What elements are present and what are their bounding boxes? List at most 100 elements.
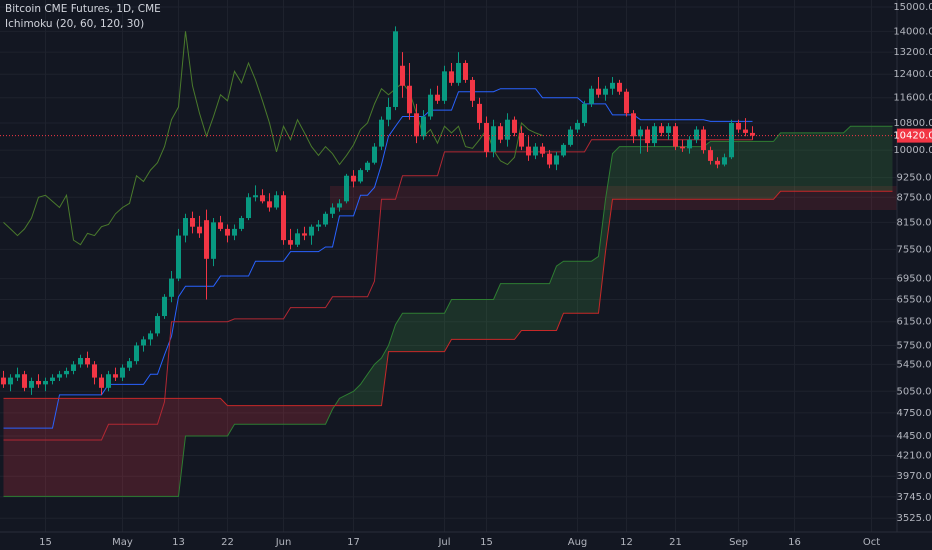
indicator-line (3, 125, 893, 497)
y-tick-label: 5750.0 (897, 340, 932, 351)
candle-body (456, 62, 461, 83)
cloud-fill (339, 126, 893, 406)
candle-body (540, 146, 545, 154)
candle-body (358, 170, 363, 182)
candle-body (106, 374, 111, 388)
x-tick-label: 17 (347, 537, 360, 548)
candle-body (337, 203, 342, 208)
y-tick-label: 3745.0 (897, 492, 932, 503)
candle-body (407, 85, 412, 114)
candle-body (596, 88, 601, 95)
grid-layer (0, 0, 896, 532)
y-tick-label: 7550.0 (897, 244, 932, 255)
y-tick-label: 4210.0 (897, 451, 932, 462)
candle-body (169, 278, 174, 297)
candle-body (141, 339, 146, 346)
candle-body (323, 213, 328, 225)
candle-body (547, 153, 552, 165)
y-tick-label: 3970.0 (897, 471, 932, 482)
y-tick-label: 4450.0 (897, 431, 932, 442)
candle-body (638, 129, 643, 137)
candle-body (722, 157, 727, 165)
candle-body (393, 31, 398, 107)
candle-body (414, 113, 419, 137)
candle-body (57, 374, 62, 378)
candle-body (533, 146, 538, 156)
candle-body (120, 367, 125, 378)
candle-body (176, 235, 181, 279)
candle-body (617, 82, 622, 92)
candle-body (477, 103, 482, 123)
candle-body (78, 357, 83, 365)
candle-body (197, 226, 202, 234)
x-tick-label: Jun (275, 537, 292, 548)
y-tick-label: 10000.0 (893, 145, 932, 156)
candle-body (589, 88, 594, 104)
y-tick-label: 3525.0 (897, 513, 932, 524)
x-tick-label: Oct (863, 537, 880, 548)
candle-body (365, 162, 370, 171)
candle-body (673, 126, 678, 147)
y-tick-label: 14000.0 (893, 26, 932, 37)
candle-body (743, 129, 748, 133)
candle-body (715, 160, 720, 165)
candle-body (666, 126, 671, 133)
candle-body (526, 146, 531, 156)
candle-body (512, 119, 517, 133)
line-layer (3, 31, 893, 497)
candle-body (232, 228, 237, 236)
candle-body (8, 377, 13, 385)
candle-body (421, 116, 426, 137)
candle-body (15, 374, 20, 378)
candle-body (309, 226, 314, 236)
candle-body (470, 79, 475, 101)
candle-body (99, 377, 104, 388)
candle-body (687, 139, 692, 149)
candle-body (680, 146, 685, 149)
candle-body (449, 71, 454, 83)
last-price-tag (897, 128, 932, 143)
candle-body (134, 345, 139, 362)
x-tick-label: Sep (729, 537, 748, 548)
candle-body (253, 195, 258, 198)
cloud-fill (3, 398, 340, 497)
candle-body (29, 380, 34, 388)
candle-body (750, 132, 755, 136)
candle-body (218, 222, 223, 229)
candle-body (694, 129, 699, 140)
candle-body (148, 333, 153, 340)
y-tick-label: 9250.0 (897, 173, 932, 184)
last-price-label: 10420.0 (893, 131, 932, 142)
candle-body (344, 175, 349, 202)
candle-body (708, 150, 713, 161)
candle-body (463, 62, 468, 80)
candle-body (1, 377, 6, 385)
zone-band (330, 186, 897, 210)
candle-body (351, 175, 356, 182)
candle-body (162, 296, 167, 317)
x-tick-label: 12 (620, 537, 633, 548)
candle-body (239, 218, 244, 229)
y-tick-label: 13200.0 (893, 47, 932, 58)
candle-body (484, 122, 489, 152)
y-tick-label: 11600.0 (893, 93, 932, 104)
candle-body (652, 126, 657, 144)
candle-body (498, 126, 503, 140)
candle-body (85, 357, 90, 365)
candle-body (274, 195, 279, 208)
candle-body (302, 233, 307, 236)
candle-body (316, 224, 321, 227)
candle-body (659, 126, 664, 133)
candle-body (330, 207, 335, 214)
x-tick-label: Jul (437, 537, 450, 548)
candle-body (701, 129, 706, 151)
y-tick-label: 10800.0 (893, 118, 932, 129)
y-tick-label: 6950.0 (897, 274, 932, 285)
candle-body (295, 233, 300, 245)
candle-body (64, 370, 69, 375)
candle-body (267, 201, 272, 208)
indicator-line (3, 139, 753, 441)
label-layer: Bitcoin CME Futures, 1D, CME Ichimoku (2… (5, 2, 932, 548)
y-tick-label: 12400.0 (893, 69, 932, 80)
